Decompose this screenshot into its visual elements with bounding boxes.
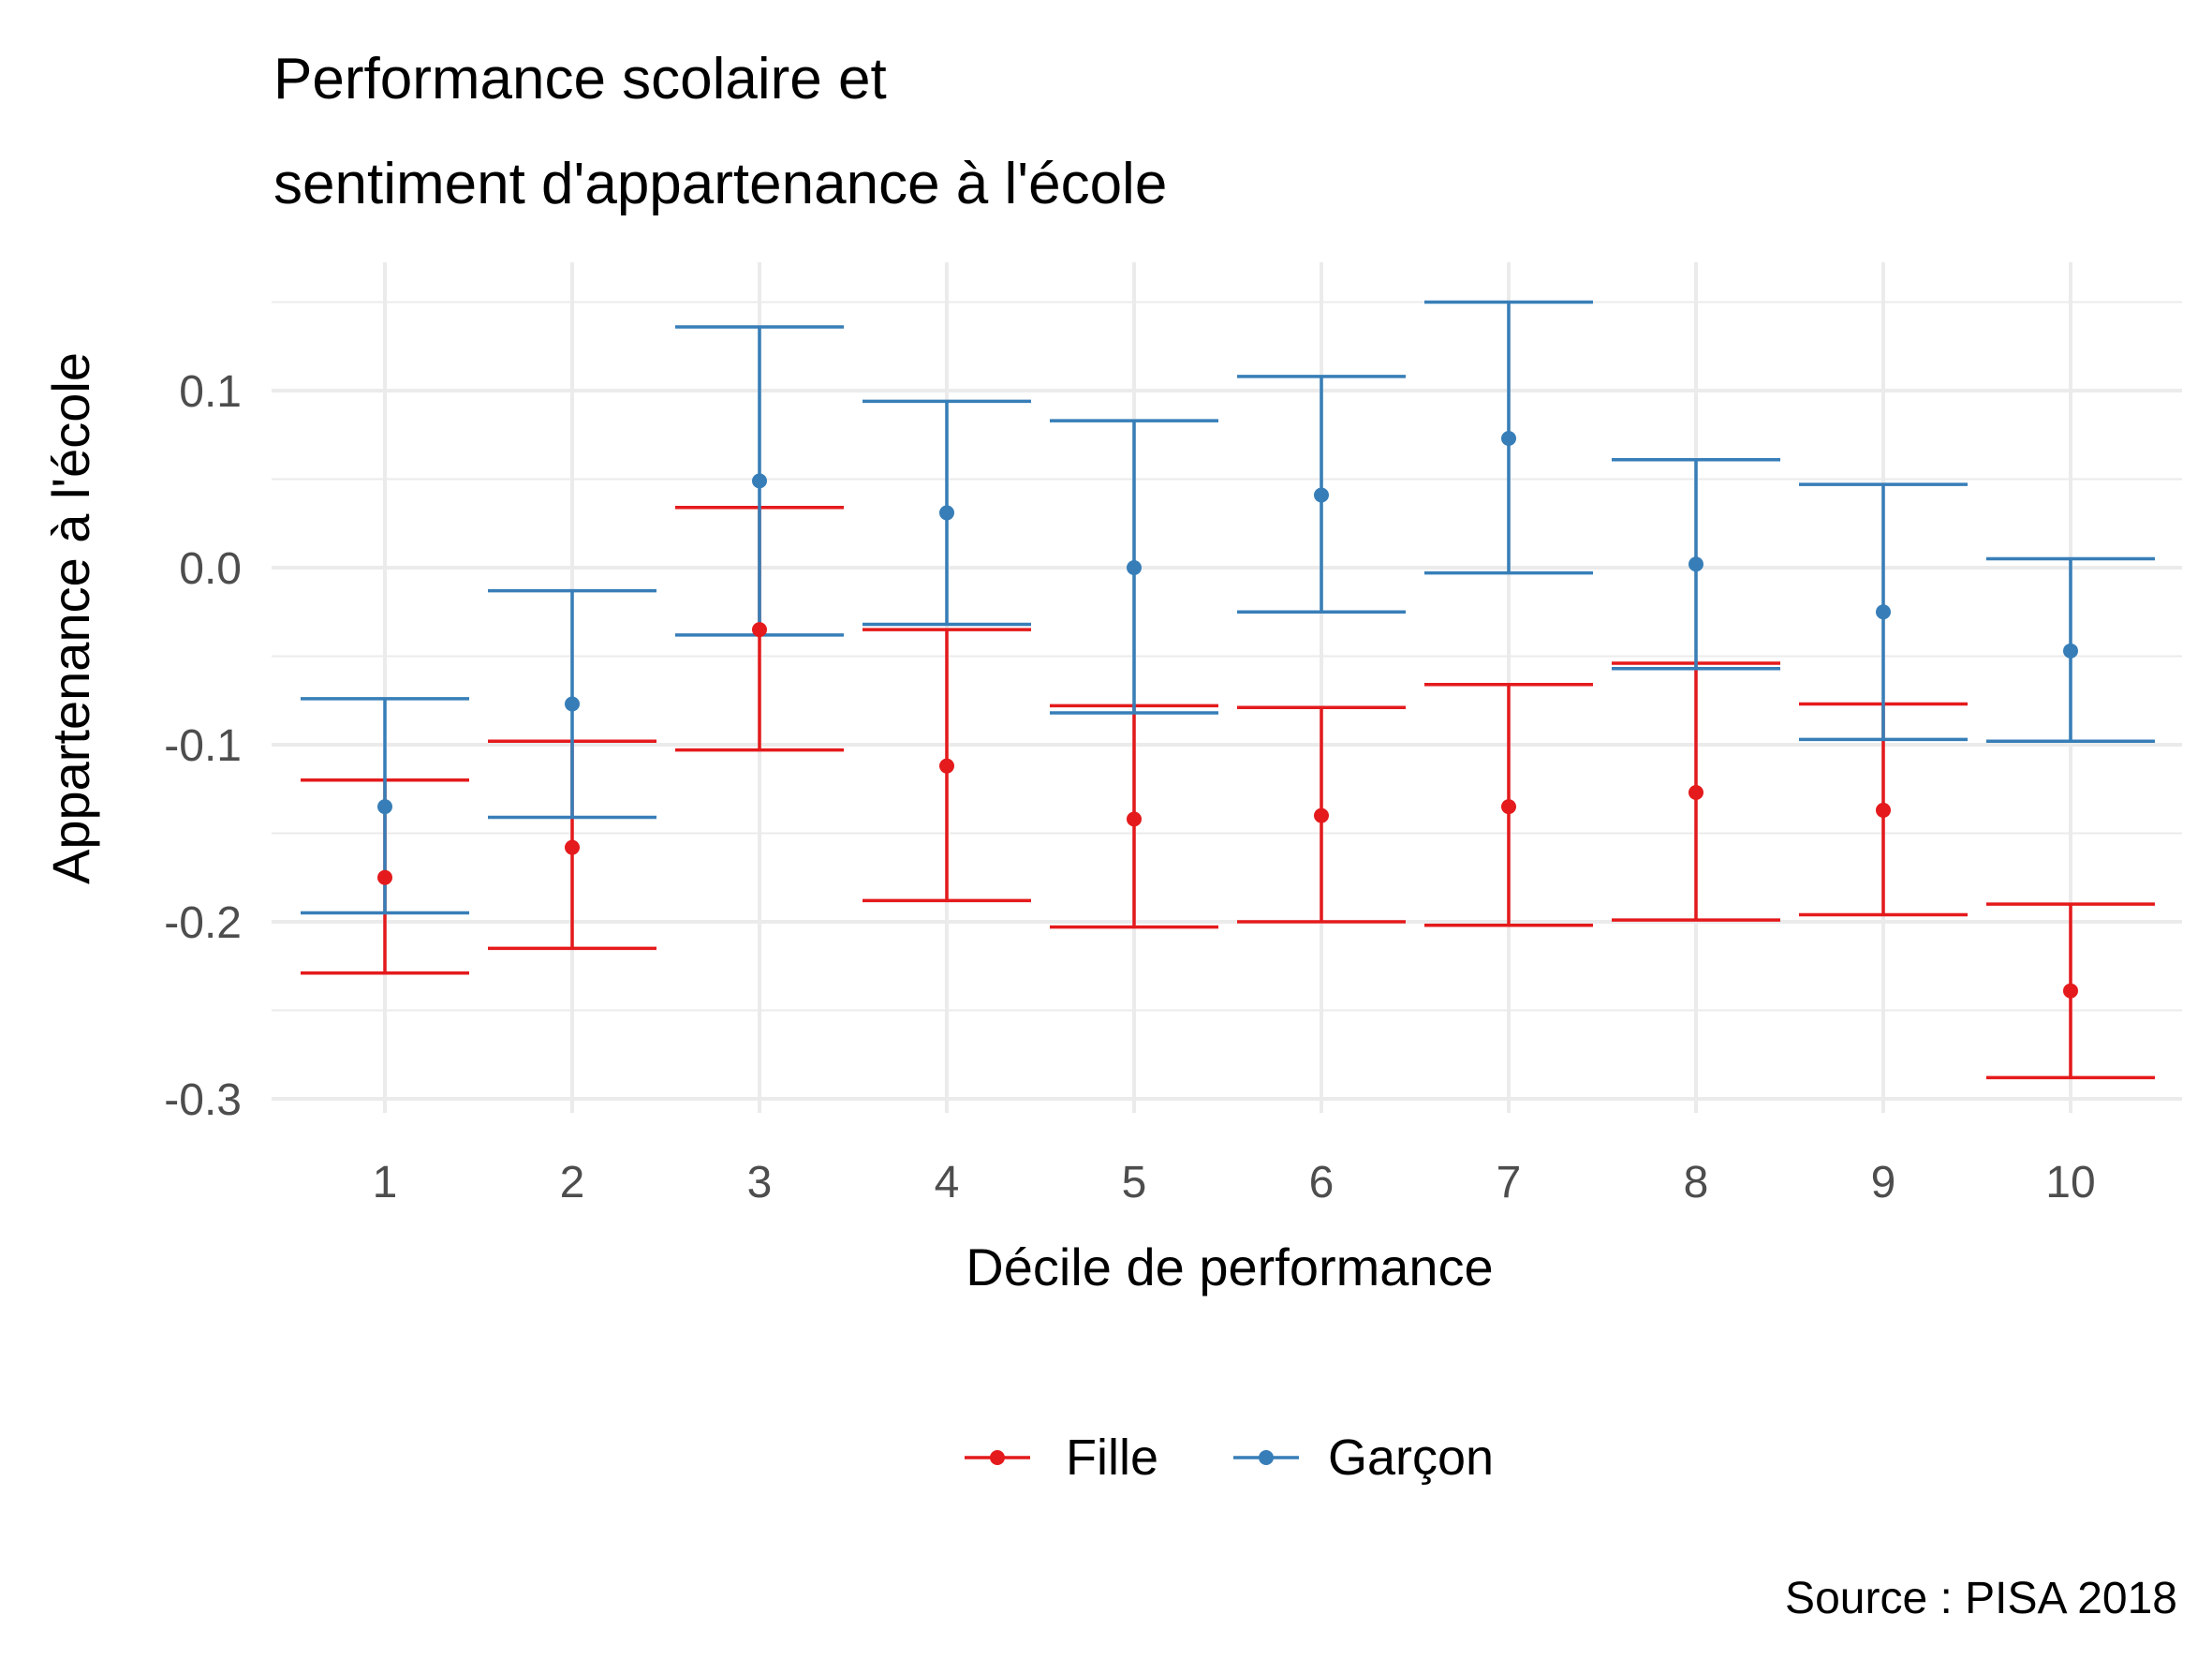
point-gar-on [565, 696, 580, 712]
x-tick-label: 6 [1309, 1158, 1335, 1207]
y-axis-ticks: -0.3 -0.2 -0.1 0.0 0.1 [164, 367, 242, 1125]
chart-caption: Source : PISA 2018 [1785, 1574, 2177, 1623]
point-fille [939, 758, 954, 774]
point-gar-on [1314, 487, 1329, 503]
x-tick-label: 10 [2045, 1158, 2095, 1207]
point-fille [2063, 983, 2078, 999]
y-tick-label: -0.1 [164, 721, 242, 771]
y-tick-label: 0.1 [179, 367, 242, 417]
y-tick-label: -0.3 [164, 1075, 242, 1125]
point-gar-on [1501, 431, 1516, 447]
data-points [377, 431, 2078, 999]
chart-title-line-1: Performance scolaire et [273, 47, 887, 111]
x-tick-label: 7 [1497, 1158, 1522, 1207]
x-tick-label: 5 [1122, 1158, 1147, 1207]
y-axis-label: Appartenance à l'école [41, 352, 100, 884]
point-fille [377, 869, 392, 885]
point-gar-on [1127, 560, 1142, 575]
x-tick-label: 3 [747, 1158, 773, 1207]
point-fille [1876, 802, 1891, 818]
legend-key-point [990, 1450, 1005, 1465]
legend-item-gar-on: Garçon [1233, 1429, 1494, 1486]
y-tick-label: 0.0 [179, 544, 242, 594]
legend-key-point [1259, 1450, 1274, 1465]
point-gar-on [377, 799, 392, 815]
x-tick-label: 1 [373, 1158, 398, 1207]
legend-item-fille: Fille [965, 1429, 1158, 1486]
x-axis-label: Décile de performance [966, 1237, 1493, 1296]
point-fille [1501, 799, 1516, 815]
x-tick-label: 8 [1684, 1158, 1709, 1207]
point-fille [1314, 807, 1329, 823]
x-tick-label: 2 [560, 1158, 585, 1207]
x-tick-label: 4 [935, 1158, 960, 1207]
point-fille [1688, 785, 1703, 801]
point-fille [752, 622, 767, 638]
legend: Fille Garçon [965, 1429, 1494, 1486]
chart-title-line-2: sentiment d'appartenance à l'école [273, 152, 1167, 216]
x-tick-label: 9 [1871, 1158, 1896, 1207]
point-gar-on [2063, 643, 2078, 659]
legend-label: Fille [1066, 1429, 1158, 1486]
legend-label: Garçon [1328, 1429, 1494, 1486]
point-gar-on [752, 473, 767, 489]
y-tick-label: -0.2 [164, 898, 242, 948]
point-fille [565, 839, 580, 855]
x-axis-ticks: 1 2 3 4 5 6 7 8 9 10 [373, 1158, 2096, 1207]
point-fille [1127, 811, 1142, 827]
point-gar-on [939, 505, 954, 521]
point-gar-on [1688, 556, 1703, 572]
point-gar-on [1876, 604, 1891, 620]
